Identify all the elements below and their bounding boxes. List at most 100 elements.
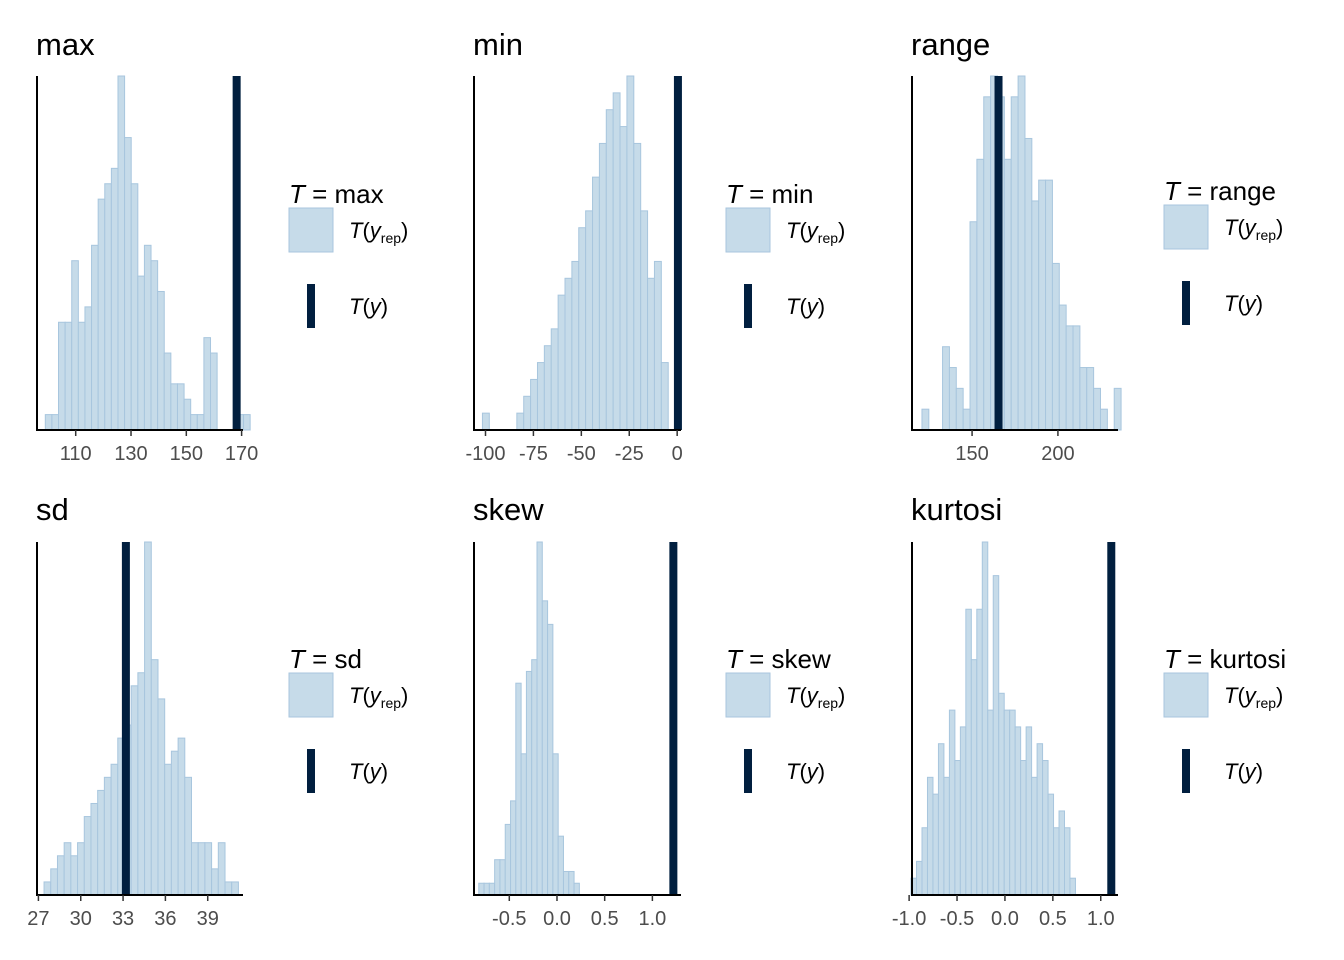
histogram-bar — [77, 321, 86, 431]
panel-title: kurtosi — [911, 492, 1002, 527]
histogram-bar — [592, 176, 600, 431]
legend: T = max T(yrep) T(y) — [288, 179, 408, 328]
x-tick-label: 0.0 — [543, 908, 571, 930]
histogram-bar — [1069, 877, 1076, 896]
histogram-bar — [191, 842, 199, 896]
histogram-bar — [150, 260, 159, 431]
legend: T = kurtosi T(yrep) T(y) — [1163, 644, 1286, 793]
histogram-bar — [137, 275, 145, 431]
histogram-bar — [998, 692, 1005, 896]
legend-label-yrep: T(yrep) — [1224, 215, 1283, 243]
histogram-bar — [983, 96, 992, 431]
histogram-bar — [562, 870, 570, 896]
legend-label-yrep: T(yrep) — [349, 218, 408, 246]
histogram-bar — [640, 210, 649, 431]
legend-title: T = kurtosi — [1164, 644, 1286, 674]
histogram-bar — [1020, 760, 1027, 896]
histogram-bar — [91, 244, 99, 431]
x-tick-label: -100 — [465, 443, 505, 465]
histogram-bar — [987, 709, 994, 896]
histogram-bar — [1014, 726, 1022, 896]
histogram-bar — [157, 290, 165, 431]
histogram-bar — [64, 321, 73, 431]
x-tick-label: 170 — [225, 443, 258, 465]
legend-key-yrep — [1163, 672, 1209, 718]
histogram-bar — [1058, 304, 1067, 431]
legend-label-yrep: T(yrep) — [1224, 683, 1283, 711]
histogram-bar — [578, 227, 587, 431]
histogram-bar — [197, 842, 206, 896]
histogram-bar — [163, 352, 172, 431]
histogram-bar — [1099, 408, 1108, 431]
legend-label-yrep: T(yrep) — [786, 683, 845, 711]
legend-key-y — [1182, 281, 1190, 325]
panel-title: sd — [36, 492, 69, 527]
histogram-bar — [203, 337, 212, 431]
histogram-bar — [1045, 179, 1053, 431]
histogram-bar — [1113, 387, 1122, 431]
x-tick-label: -75 — [519, 443, 548, 465]
histogram-bar — [976, 158, 985, 431]
histogram-bar — [1010, 96, 1019, 431]
histogram-bar — [955, 387, 964, 431]
histogram-bar — [1051, 262, 1060, 431]
panel-title: min — [473, 27, 523, 62]
histogram-bar — [954, 760, 961, 896]
x-tick-label: 33 — [112, 908, 134, 930]
x-tick-label: 1.0 — [1087, 908, 1115, 930]
panel-title: range — [911, 27, 990, 62]
histogram-bar — [573, 882, 580, 896]
histogram-bar — [84, 306, 93, 431]
x-tick-label: 39 — [197, 908, 219, 930]
histogram-bar — [1065, 325, 1074, 431]
histogram-bar — [564, 277, 573, 431]
legend-label-y: T(y) — [786, 294, 825, 319]
histogram-bar — [170, 750, 179, 896]
legend-key-y — [307, 284, 315, 328]
histogram-bar — [177, 737, 186, 896]
histogram-bar — [1086, 367, 1095, 431]
histogram-bar — [515, 682, 522, 896]
panel-range: range 150 200 T = range T(yrep) T(y) — [911, 27, 1283, 465]
histogram-bar — [948, 367, 957, 431]
histogram-bar — [124, 137, 132, 431]
histogram-bar — [164, 763, 172, 896]
histogram-bar — [144, 541, 152, 896]
histogram-bar — [1038, 179, 1047, 431]
histogram-bar — [653, 260, 662, 431]
x-tick-label: 1.0 — [638, 908, 666, 930]
x-tick-label: 130 — [114, 443, 147, 465]
x-tick-label: 0.5 — [591, 908, 619, 930]
histogram-bar — [224, 881, 233, 896]
legend: T = sd T(yrep) T(y) — [288, 644, 408, 793]
legend-key-y — [1182, 749, 1190, 793]
x-tick-label: 0.0 — [991, 908, 1019, 930]
histogram-bar — [97, 198, 106, 431]
histogram-bar — [557, 294, 566, 431]
histogram-bar — [104, 183, 112, 431]
histogram-bar — [210, 352, 218, 431]
histogram-bar — [516, 412, 525, 431]
x-tick-label: -50 — [567, 443, 596, 465]
histogram-bar — [525, 670, 533, 896]
histogram-bar — [598, 142, 607, 431]
legend-key-y — [744, 749, 752, 793]
histogram-bar — [959, 726, 967, 896]
histogram-bar — [916, 860, 923, 896]
legend-key-y — [744, 284, 752, 328]
legend-key-yrep — [288, 207, 334, 253]
legend-title: T = skew — [726, 644, 831, 674]
legend-label-y: T(y) — [349, 759, 388, 784]
histogram-bar — [1093, 387, 1101, 431]
histogram-bar — [550, 328, 559, 431]
x-tick-label: 27 — [27, 908, 49, 930]
histogram-bar — [1031, 776, 1038, 896]
histogram-bar — [969, 221, 978, 431]
histogram-bar — [137, 672, 146, 896]
histogram-bar — [130, 685, 139, 896]
histogram-bar — [965, 608, 972, 896]
panel-title: max — [36, 27, 95, 62]
histogram-bar — [110, 763, 119, 896]
histogram-bar — [937, 743, 945, 896]
x-tick-label: 0.5 — [1039, 908, 1067, 930]
